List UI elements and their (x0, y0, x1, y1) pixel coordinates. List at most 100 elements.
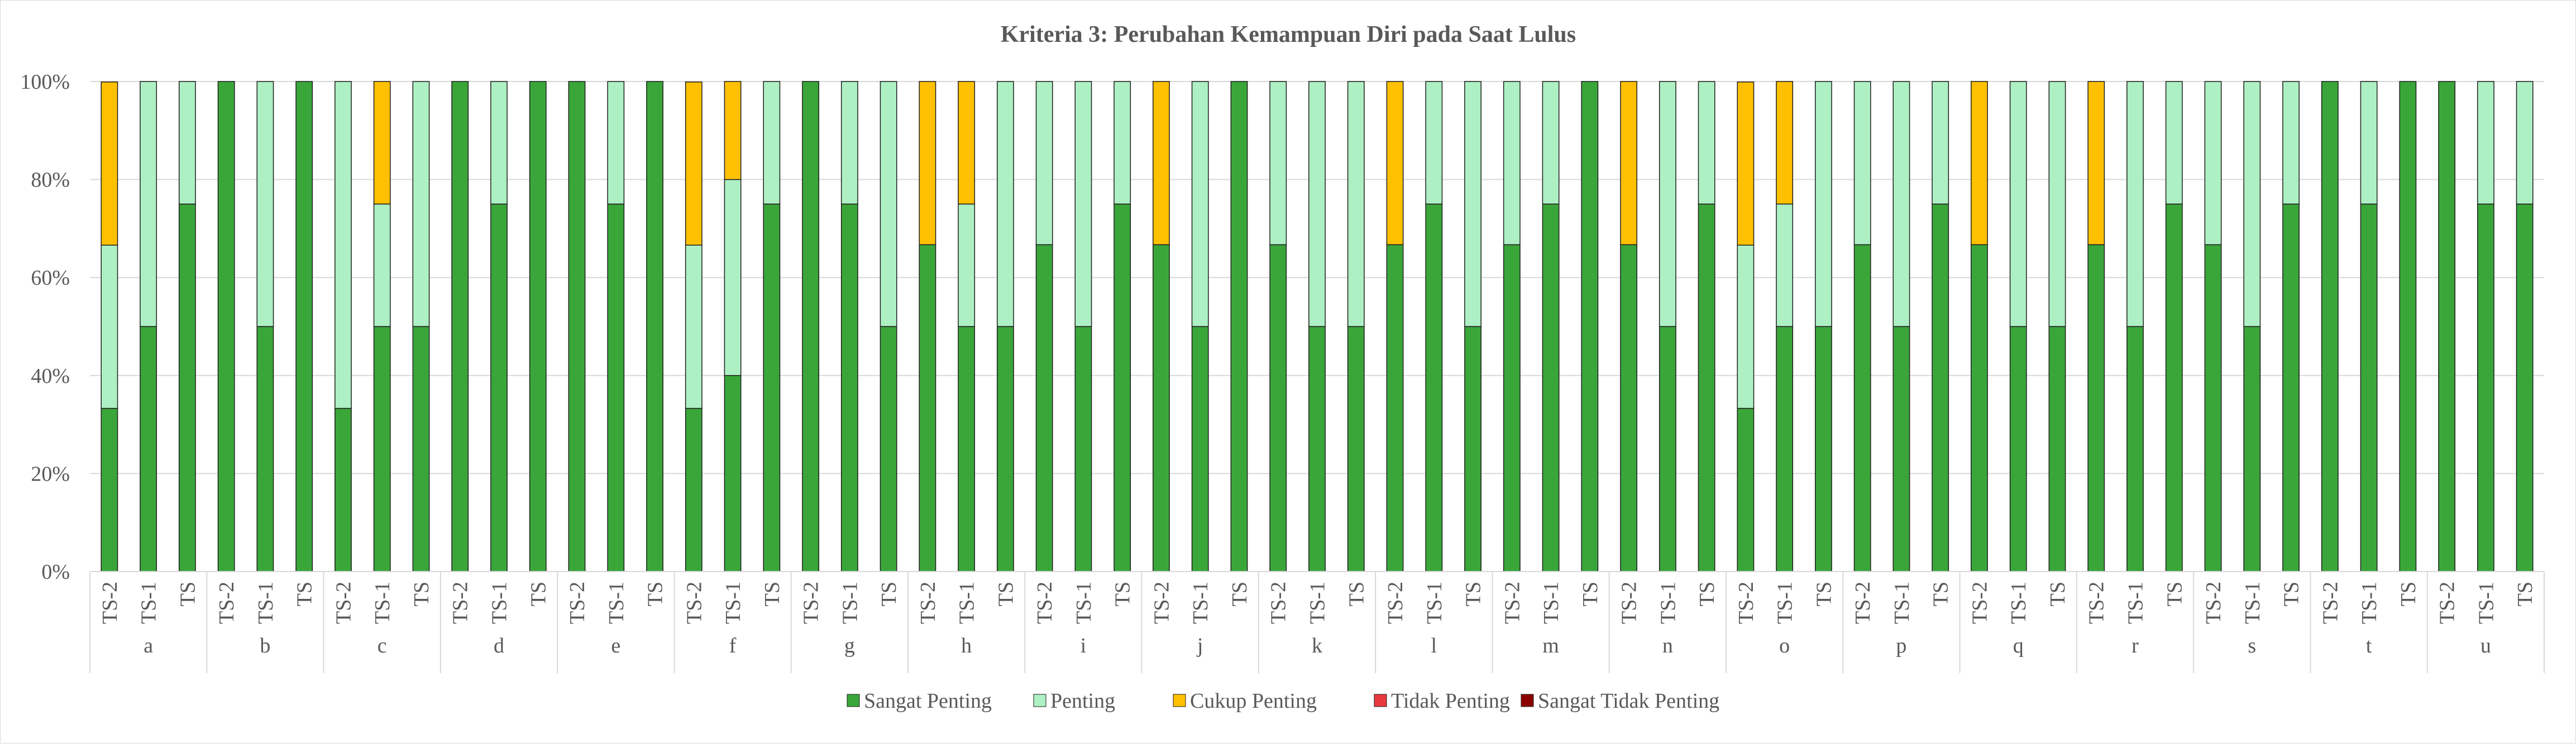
bar-segment (607, 81, 625, 205)
x-subcategory-label: TS-2 (1267, 582, 1291, 624)
bar-segment (2126, 326, 2144, 572)
bar-segment (529, 81, 547, 572)
x-subcategory-label: TS-2 (1618, 582, 1641, 624)
bar-segment (607, 203, 625, 572)
y-tick-label: 80% (31, 169, 70, 192)
bar-segment (1853, 244, 1871, 572)
x-subcategory-label: TS (1929, 582, 1953, 606)
bar-segment (1464, 81, 1481, 327)
x-group-label: l (1431, 634, 1437, 657)
x-subcategory-label: TS-2 (2202, 582, 2225, 624)
legend-label: Cukup Penting (1190, 689, 1317, 713)
y-axis-ticks: 0% 20% 40% 60% 80% 100% (20, 70, 70, 584)
bar-segment (373, 326, 391, 572)
bar-segment (685, 407, 702, 572)
bar-segment (1153, 244, 1170, 572)
x-group-label: t (2366, 634, 2372, 657)
x-subcategory-label: TS-1 (2474, 582, 2498, 624)
bar-segment (2126, 81, 2144, 327)
x-subcategory-label: TS-2 (1033, 582, 1057, 624)
bar-segment (1698, 81, 1715, 205)
x-subcategory-label: TS (1345, 582, 1368, 606)
x-subcategory-label: TS (1111, 582, 1135, 606)
bar-segment (1620, 81, 1637, 246)
x-subcategory-label: TS (1812, 582, 1836, 606)
x-subcategory-label: TS (2280, 582, 2303, 606)
bar-segment (2087, 244, 2105, 572)
x-group-label: a (144, 634, 153, 657)
x-group-label: j (1196, 634, 1203, 657)
x-subcategory-label: TS-2 (1384, 582, 1407, 624)
bar-segment (1425, 203, 1443, 572)
bar-segment (1386, 244, 1404, 572)
x-subcategory-label: TS-1 (488, 582, 512, 624)
bar-segment (685, 81, 702, 246)
bar-segment (1853, 81, 1871, 246)
bar-segment (1971, 81, 1988, 246)
bar-segment (840, 203, 858, 572)
x-subcategory-label: TS-1 (1423, 582, 1446, 624)
bar-segment (2204, 244, 2222, 572)
bar-segment (646, 81, 663, 572)
y-tick-label: 60% (31, 266, 70, 290)
bar-segment (1776, 81, 1794, 205)
x-group-label: g (844, 634, 855, 657)
bar-segment (1191, 326, 1209, 572)
bar-segment (880, 81, 897, 327)
x-subcategory-label: TS (994, 582, 1017, 606)
x-subcategory-label: TS-2 (800, 582, 823, 624)
bar-segment (2048, 326, 2066, 572)
legend-label: Tidak Penting (1391, 689, 1510, 713)
bar-segment (1776, 326, 1794, 572)
x-subcategory-label: TS (2046, 582, 2070, 606)
bar-segment (217, 81, 235, 572)
x-group-label: c (377, 634, 387, 657)
x-subcategory-label: TS (761, 582, 784, 606)
bar-segment (1620, 244, 1637, 572)
bar-segment (334, 81, 352, 409)
bar-segment (490, 203, 508, 572)
x-subcategory-label: TS (527, 582, 550, 606)
x-subcategory-label: TS-1 (1072, 582, 1096, 624)
bar-segment (179, 81, 196, 205)
x-subcategory-label: TS-2 (2436, 582, 2459, 624)
bar-segment (1892, 81, 1910, 327)
x-subcategory-label: TS (2513, 582, 2537, 606)
x-subcategory-label: TS-1 (371, 582, 394, 624)
bar-segment (1503, 244, 1521, 572)
bar-segment (802, 81, 819, 572)
bar-segment (1269, 81, 1287, 246)
bar-segment (763, 81, 781, 205)
x-subcategory-label: TS-2 (2319, 582, 2342, 624)
bar-segment (880, 326, 897, 572)
bar-segment (919, 244, 936, 572)
legend-swatch (1521, 694, 1534, 707)
x-subcategory-label: TS-2 (215, 582, 238, 624)
bar-segment (490, 81, 508, 205)
bar-segment (1074, 326, 1092, 572)
bar-segment (1815, 81, 1832, 327)
bar-segment (1659, 81, 1676, 327)
bar-segment (256, 81, 274, 327)
y-tick-label: 0% (41, 560, 70, 584)
x-group-label: q (2013, 634, 2024, 657)
x-subcategory-label: TS-1 (955, 582, 979, 624)
bar-segment (1347, 326, 1365, 572)
bar-segment (958, 326, 976, 572)
x-subcategory-label: TS-1 (137, 582, 161, 624)
bar-segment (373, 203, 391, 327)
bar-segment (1542, 81, 1560, 205)
x-subcategory-label: TS-1 (1774, 582, 1797, 624)
bar-segment (685, 244, 702, 409)
x-group-label: u (2481, 634, 2491, 657)
bar-segment (2009, 81, 2027, 327)
bar-segment (1153, 81, 1170, 246)
x-subcategory-label: TS-2 (1734, 582, 1758, 624)
x-subcategory-label: TS (176, 582, 199, 606)
x-group-label: f (729, 634, 737, 657)
x-subcategory-label: TS-2 (98, 582, 122, 624)
x-group-label: d (494, 634, 504, 657)
legend-swatch (1033, 694, 1046, 707)
